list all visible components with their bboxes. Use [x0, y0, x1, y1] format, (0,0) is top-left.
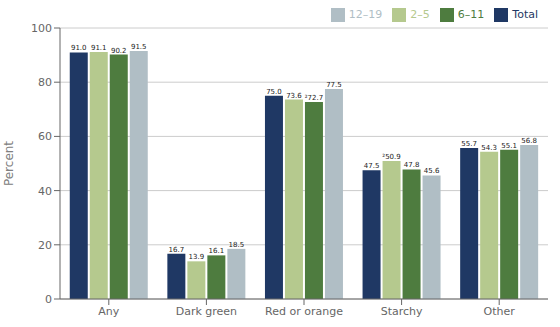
svg-text:16.7: 16.7 [169, 246, 185, 254]
svg-text:75.0: 75.0 [266, 88, 282, 96]
svg-text:47.5: 47.5 [364, 162, 380, 170]
svg-text:Dark green: Dark green [176, 305, 237, 318]
svg-text:56.8: 56.8 [521, 137, 537, 145]
html-text:12–19: 12–19 [348, 8, 383, 21]
svg-text:73.6: 73.6 [286, 92, 302, 100]
svg-text:²50.9: ²50.9 [382, 153, 400, 161]
svg-text:Percent: Percent [8, 141, 16, 186]
html-text:2–5: 2–5 [410, 8, 430, 21]
svg-text:80: 80 [38, 76, 52, 89]
svg-text:60: 60 [38, 130, 52, 143]
svg-text:²72.7: ²72.7 [305, 94, 323, 102]
svg-text:54.3: 54.3 [481, 144, 497, 152]
svg-text:Any: Any [98, 305, 119, 318]
svg-text:47.8: 47.8 [404, 161, 420, 169]
svg-text:45.6: 45.6 [424, 167, 440, 175]
svg-text:91.5: 91.5 [131, 43, 147, 51]
svg-text:20: 20 [38, 239, 52, 252]
svg-text:77.5: 77.5 [326, 81, 342, 89]
svg-text:Starchy: Starchy [381, 305, 423, 318]
svg-text:Other: Other [484, 305, 516, 318]
svg-text:18.5: 18.5 [229, 241, 245, 249]
svg-text:0: 0 [45, 293, 52, 306]
svg-text:16.1: 16.1 [209, 247, 225, 255]
html-text:6–11: 6–11 [457, 8, 485, 21]
svg-text:55.1: 55.1 [501, 142, 517, 150]
svg-text:90.2: 90.2 [111, 47, 127, 55]
svg-text:Red or orange: Red or orange [265, 305, 343, 318]
svg-text:13.9: 13.9 [189, 253, 205, 261]
svg-text:100: 100 [31, 22, 52, 35]
svg-text:91.1: 91.1 [91, 44, 107, 52]
svg-text:55.7: 55.7 [461, 140, 477, 148]
svg-text:40: 40 [38, 185, 52, 198]
svg-text:91.0: 91.0 [71, 44, 87, 52]
html-text:Total: Total [512, 8, 538, 21]
